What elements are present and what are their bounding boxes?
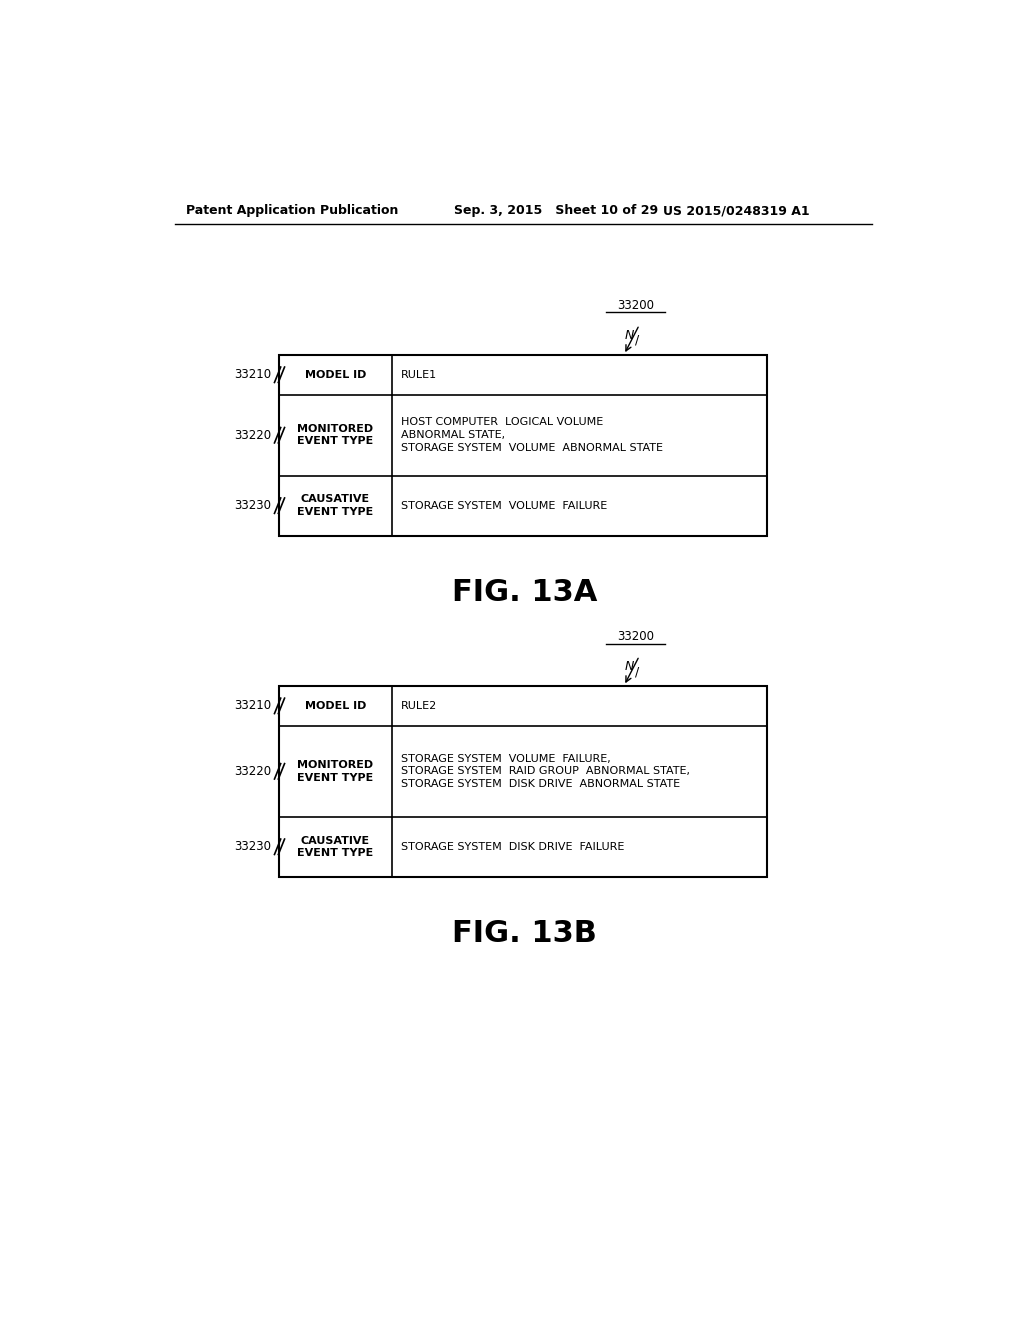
Text: US 2015/0248319 A1: US 2015/0248319 A1 — [663, 205, 809, 218]
Text: MODEL ID: MODEL ID — [304, 701, 366, 711]
Text: STORAGE SYSTEM  DISK DRIVE  FAILURE: STORAGE SYSTEM DISK DRIVE FAILURE — [400, 842, 625, 851]
Text: 33220: 33220 — [234, 764, 271, 777]
Text: /: / — [635, 665, 639, 678]
Text: 33210: 33210 — [234, 368, 271, 381]
Bar — [280, 686, 767, 876]
Bar — [280, 355, 767, 536]
Text: 33210: 33210 — [234, 700, 271, 713]
Text: FIG. 13A: FIG. 13A — [453, 578, 597, 607]
Text: Patent Application Publication: Patent Application Publication — [186, 205, 398, 218]
Text: 33230: 33230 — [234, 841, 271, 853]
Text: MONITORED
EVENT TYPE: MONITORED EVENT TYPE — [297, 760, 374, 783]
Text: CAUSATIVE
EVENT TYPE: CAUSATIVE EVENT TYPE — [297, 495, 374, 517]
Text: RULE2: RULE2 — [400, 701, 437, 711]
Text: STORAGE SYSTEM  VOLUME  FAILURE: STORAGE SYSTEM VOLUME FAILURE — [400, 500, 607, 511]
Text: 33200: 33200 — [617, 631, 654, 644]
Text: Sep. 3, 2015   Sheet 10 of 29: Sep. 3, 2015 Sheet 10 of 29 — [454, 205, 657, 218]
Text: CAUSATIVE
EVENT TYPE: CAUSATIVE EVENT TYPE — [297, 836, 374, 858]
Text: 33230: 33230 — [234, 499, 271, 512]
Text: STORAGE SYSTEM  VOLUME  FAILURE,
STORAGE SYSTEM  RAID GROUP  ABNORMAL STATE,
STO: STORAGE SYSTEM VOLUME FAILURE, STORAGE S… — [400, 754, 690, 789]
Text: 33220: 33220 — [234, 429, 271, 442]
Text: N: N — [625, 660, 634, 673]
Text: 33200: 33200 — [617, 300, 654, 313]
Text: /: / — [635, 334, 639, 347]
Text: MODEL ID: MODEL ID — [304, 370, 366, 380]
Text: MONITORED
EVENT TYPE: MONITORED EVENT TYPE — [297, 424, 374, 446]
Text: FIG. 13B: FIG. 13B — [453, 919, 597, 948]
Text: HOST COMPUTER  LOGICAL VOLUME
ABNORMAL STATE,
STORAGE SYSTEM  VOLUME  ABNORMAL S: HOST COMPUTER LOGICAL VOLUME ABNORMAL ST… — [400, 417, 663, 453]
Text: RULE1: RULE1 — [400, 370, 437, 380]
Text: N: N — [625, 330, 634, 342]
